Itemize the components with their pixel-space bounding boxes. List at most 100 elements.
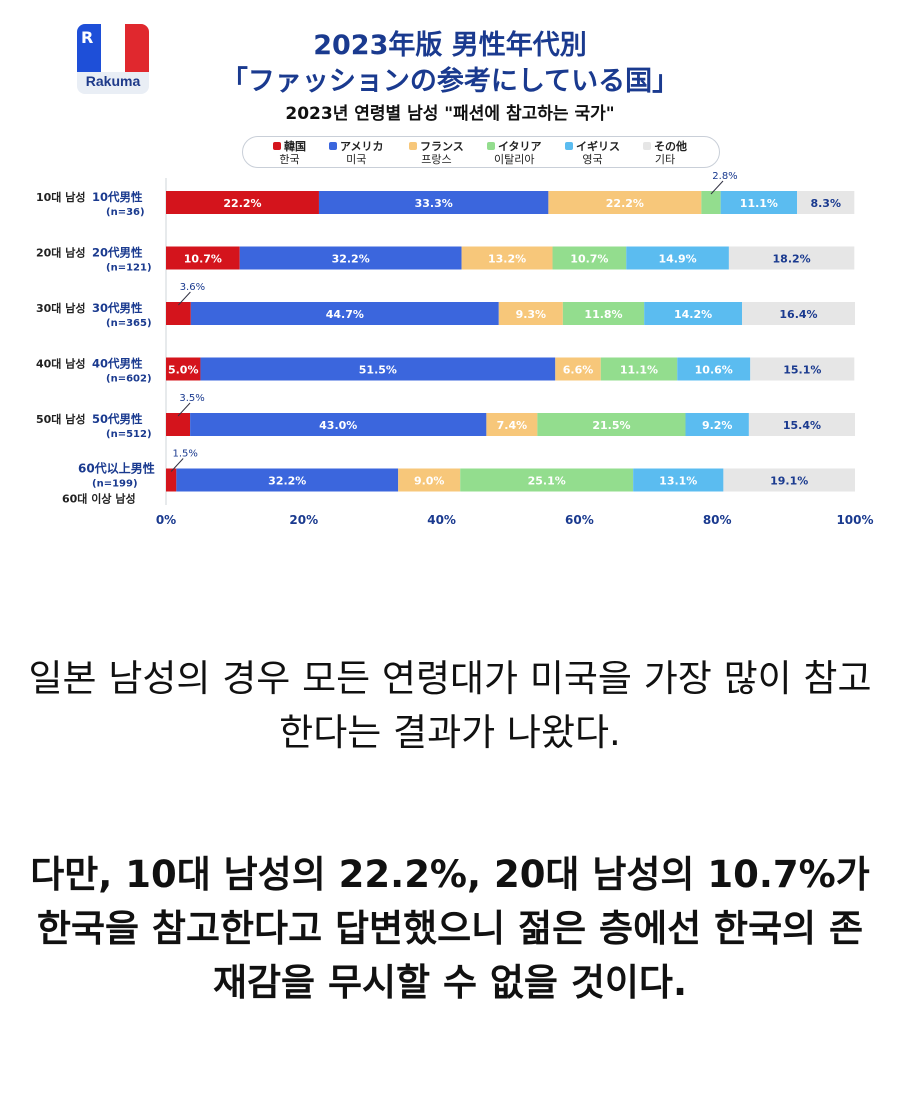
legend-item-korea: 韓国 한국 <box>273 140 306 166</box>
legend-swatch-france <box>409 142 417 150</box>
row-label-n: (n=199) <box>92 479 138 490</box>
bar-segment <box>166 413 191 436</box>
chart-title-korean: 2023년 연령별 남성 "패션에 참고하는 국가" <box>285 104 615 124</box>
row-label-n: (n=602) <box>106 374 152 385</box>
data-label: 15.1% <box>783 364 821 377</box>
data-label-leader <box>177 402 191 417</box>
legend-swatch-korea <box>273 142 281 150</box>
row-label-ko: 60대 이상 남성 <box>62 492 136 506</box>
row-label-jp: 40代男性 <box>92 357 143 371</box>
bar-segment <box>166 468 177 492</box>
data-label: 11.1% <box>620 364 658 377</box>
row-label-n: (n=512) <box>106 429 152 440</box>
data-label: 10.7% <box>570 253 608 266</box>
logo-wordmark: Rakuma <box>85 73 141 89</box>
chart-title-line1: 2023年版 男性年代別 <box>313 30 587 61</box>
bar-segment <box>677 357 751 381</box>
data-label-leader <box>178 291 191 306</box>
bar-segment <box>318 191 549 214</box>
rakuma-logo: R Rakuma <box>77 24 149 94</box>
row-label-ko: 30대 남성 <box>36 301 86 315</box>
bar-segment <box>548 191 702 214</box>
data-label: 13.1% <box>659 475 697 488</box>
row-label-jp: 30代男性 <box>92 301 143 315</box>
bar-segment <box>797 191 855 214</box>
bar-segment <box>555 357 601 381</box>
bar-segment <box>552 246 627 270</box>
chart-title-line2: 「ファッションの参考にしている国」 <box>220 66 680 97</box>
x-tick-label: 60% <box>565 513 594 527</box>
data-label: 11.8% <box>584 308 622 321</box>
legend-item-uk: イギリス 영국 <box>565 140 620 166</box>
data-label: 9.3% <box>516 308 547 321</box>
bar-segment <box>633 468 724 492</box>
data-label: 3.6% <box>180 282 205 293</box>
x-tick-label: 100% <box>836 513 873 527</box>
bar-segment <box>166 246 240 270</box>
data-label: 44.7% <box>326 308 364 321</box>
row-label-jp: 50代男性 <box>92 412 143 426</box>
chart-legend: 韓国 한국 アメリカ 미국 フランス 프랑스 イタリア 이탈리아 イギリス 영국… <box>242 136 720 168</box>
row-label-ko: 20대 남성 <box>36 246 86 260</box>
data-label: 14.2% <box>674 308 712 321</box>
legend-swatch-other <box>643 142 651 150</box>
bar-segment <box>728 246 855 270</box>
bar-segment <box>239 246 462 270</box>
data-label: 22.2% <box>606 197 644 210</box>
data-label: 6.6% <box>563 364 594 377</box>
row-label-ko: 10대 남성 <box>36 190 86 204</box>
data-label: 22.2% <box>223 197 261 210</box>
data-label: 8.3% <box>810 197 841 210</box>
legend-swatch-uk <box>565 142 573 150</box>
data-label: 1.5% <box>172 449 197 460</box>
legend-item-usa: アメリカ 미국 <box>329 140 383 166</box>
data-label: 9.2% <box>702 419 733 432</box>
data-label: 21.5% <box>592 419 630 432</box>
bar-segment <box>644 302 743 325</box>
bar-segment <box>166 302 191 325</box>
data-label: 18.2% <box>773 253 811 266</box>
bar-segment <box>200 357 556 381</box>
data-label: 10.6% <box>695 364 733 377</box>
data-label: 43.0% <box>319 419 357 432</box>
row-label-ko: 50대 남성 <box>36 412 86 426</box>
data-label-leader <box>170 458 184 472</box>
row-label-jp: 60代以上男性 <box>78 461 155 476</box>
logo-letter: R <box>81 28 94 47</box>
data-label: 15.4% <box>783 419 821 432</box>
bar-segment <box>720 191 798 214</box>
bar-segment <box>701 191 721 214</box>
data-label: 25.1% <box>528 475 566 488</box>
data-label: 11.1% <box>740 197 778 210</box>
legend-item-other: その他 기타 <box>643 140 687 166</box>
bar-segment <box>166 357 201 381</box>
data-label: 51.5% <box>359 364 397 377</box>
bar-segment <box>537 413 686 436</box>
data-label: 33.3% <box>415 197 453 210</box>
stacked-bar-chart: 10대 남성 10代男性 (n=36) 22.2% 33.3% 22.2% 2.8% 11.1… <box>36 171 874 527</box>
data-label: 32.2% <box>268 475 306 488</box>
row-label-ko: 40대 남성 <box>36 357 86 371</box>
bar-segment <box>748 413 855 436</box>
bar-segment <box>498 302 563 325</box>
bar-segment <box>742 302 855 325</box>
row-label-jp: 20代男性 <box>92 246 143 260</box>
bar-segment <box>190 302 499 325</box>
data-label-leader <box>710 180 724 195</box>
data-label: 7.4% <box>497 419 528 432</box>
bar-segment <box>750 357 855 381</box>
french-flag-icon <box>77 24 149 72</box>
bar-segment <box>460 468 634 492</box>
data-label: 14.9% <box>658 253 696 266</box>
data-label: 16.4% <box>779 308 817 321</box>
data-label: 5.0% <box>168 364 199 377</box>
row-label-n: (n=36) <box>106 207 145 218</box>
bar-segment <box>600 357 678 381</box>
legend-swatch-usa <box>329 142 337 150</box>
bar-segment <box>685 413 749 436</box>
bar-segment <box>562 302 645 325</box>
bar-segment <box>486 413 538 436</box>
row-label-n: (n=365) <box>106 318 152 329</box>
legend-item-italy: イタリア 이탈리아 <box>487 140 542 166</box>
caption-paragraph-1: 일본 남성의 경우 모든 연령대가 미국을 가장 많이 참고한다는 결과가 나왔… <box>28 657 872 754</box>
